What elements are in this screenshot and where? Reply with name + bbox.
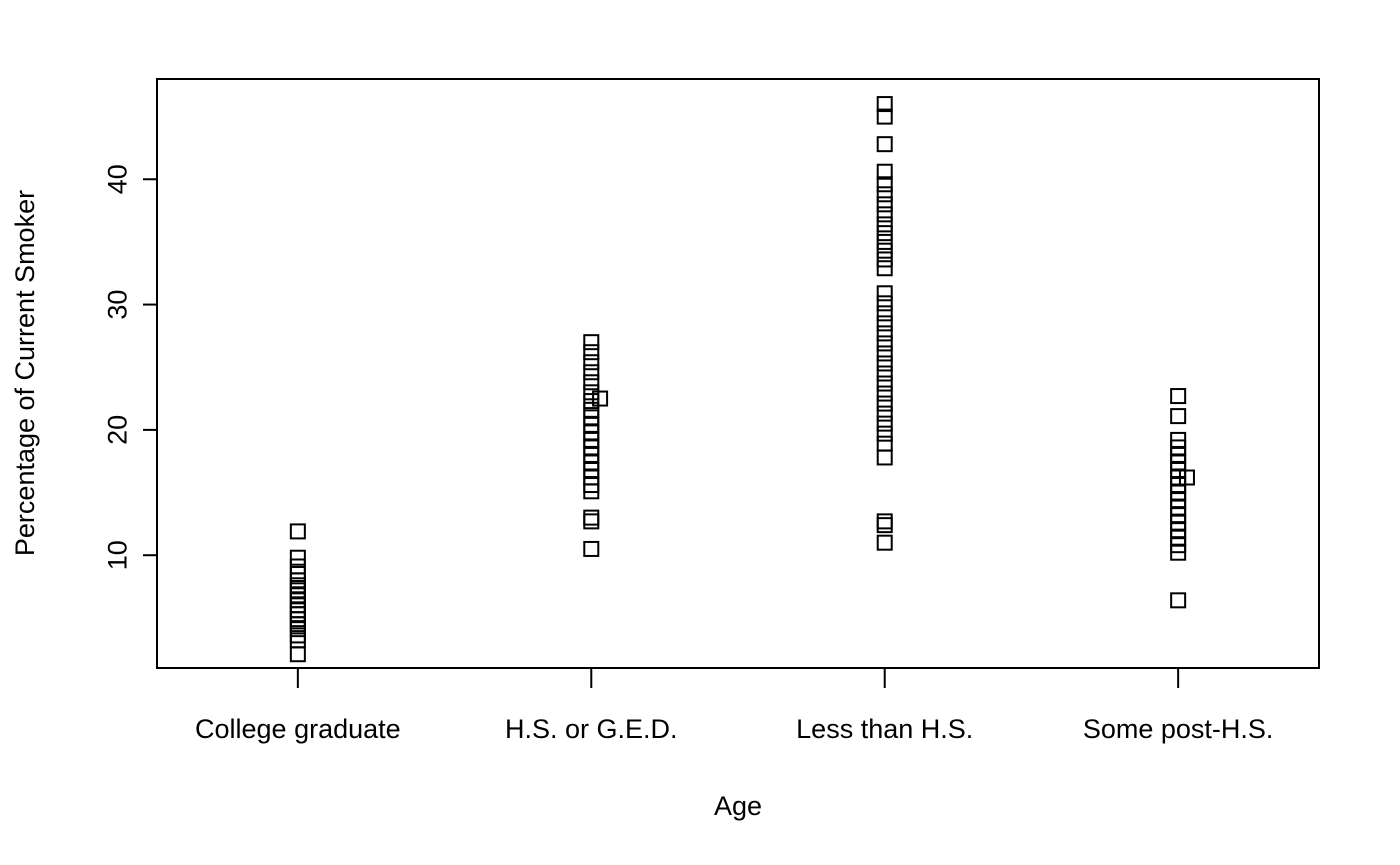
- data-point: [583, 513, 600, 530]
- data-point: [876, 345, 893, 362]
- data-point: [583, 374, 600, 391]
- data-point: [289, 558, 306, 575]
- data-point: [876, 325, 893, 342]
- y-axis: 10 20 30 40: [102, 164, 158, 570]
- data-point: [876, 335, 893, 352]
- data-point: [289, 602, 306, 619]
- data-point: [876, 375, 893, 392]
- data-point: [876, 435, 893, 452]
- x-tick-label: H.S. or G.E.D.: [505, 714, 678, 744]
- data-point: [876, 405, 893, 422]
- data-point: [876, 216, 893, 233]
- data-point: [583, 509, 600, 526]
- data-point: [876, 517, 893, 534]
- data-point: [876, 163, 893, 180]
- data-point: [289, 582, 306, 599]
- data-point: [876, 315, 893, 332]
- data-point: [289, 597, 306, 614]
- data-point: [289, 611, 306, 628]
- x-axis: College graduate H.S. or G.E.D. Less than …: [195, 667, 1274, 744]
- data-point: [876, 225, 893, 242]
- data-points: [289, 96, 1195, 663]
- data-point: [289, 606, 306, 623]
- data-point: [583, 334, 600, 351]
- data-point: [876, 415, 893, 432]
- data-point: [876, 295, 893, 312]
- data-point: [1170, 408, 1187, 425]
- data-point: [876, 365, 893, 382]
- data-point: [876, 385, 893, 402]
- data-point: [876, 136, 893, 153]
- data-point: [1178, 469, 1195, 486]
- data-point: [1170, 431, 1187, 448]
- data-point: [583, 540, 600, 557]
- data-point: [876, 285, 893, 302]
- data-point: [876, 206, 893, 223]
- data-point: [289, 592, 306, 609]
- data-point: [876, 513, 893, 530]
- x-tick-label: Some post-H.S.: [1083, 714, 1274, 744]
- x-axis-title: Age: [714, 791, 762, 821]
- y-axis-title: Percentage of Current Smoker: [10, 190, 40, 556]
- data-point: [876, 176, 893, 193]
- data-point: [876, 395, 893, 412]
- data-point: [1170, 592, 1187, 609]
- data-point: [1170, 388, 1187, 405]
- data-point: [289, 646, 306, 663]
- data-point: [876, 186, 893, 203]
- y-tick-label: 20: [102, 415, 132, 445]
- data-point: [876, 425, 893, 442]
- data-point: [876, 233, 893, 250]
- data-point: [583, 344, 600, 361]
- x-tick-label: College graduate: [195, 714, 401, 744]
- data-point: [592, 390, 609, 407]
- data-point: [583, 364, 600, 381]
- data-point: [289, 523, 306, 540]
- x-tick-label: Less than H.S.: [796, 714, 973, 744]
- data-point: [289, 549, 306, 566]
- data-point: [876, 260, 893, 277]
- plot-frame: [156, 78, 1320, 669]
- data-point: [876, 251, 893, 268]
- data-point: [876, 196, 893, 213]
- data-point: [876, 534, 893, 551]
- data-point: [876, 305, 893, 322]
- data-point: [876, 108, 893, 125]
- data-point: [583, 393, 600, 410]
- data-point: [876, 96, 893, 113]
- y-tick-label: 40: [102, 164, 132, 194]
- data-point: [583, 401, 600, 418]
- data-point: [876, 449, 893, 466]
- y-tick-label: 10: [102, 540, 132, 570]
- data-point: [876, 355, 893, 372]
- data-point: [583, 354, 600, 371]
- y-tick-label: 30: [102, 290, 132, 320]
- data-point: [876, 242, 893, 259]
- data-point: [289, 587, 306, 604]
